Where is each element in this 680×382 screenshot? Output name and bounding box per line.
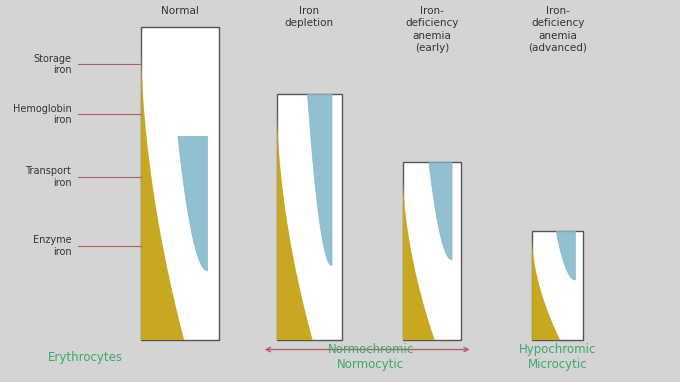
Text: Iron
depletion: Iron depletion: [285, 6, 334, 28]
Text: Hemoglobin
iron: Hemoglobin iron: [13, 104, 71, 125]
Polygon shape: [178, 136, 207, 271]
Text: Transport
iron: Transport iron: [26, 166, 71, 188]
Text: Iron-
deficiency
anemia
(early): Iron- deficiency anemia (early): [405, 6, 458, 53]
Bar: [532, 231, 583, 340]
Polygon shape: [277, 106, 313, 340]
Text: Hypochromic
Microcytic: Hypochromic Microcytic: [519, 343, 596, 371]
Text: Erythrocytes: Erythrocytes: [48, 351, 122, 364]
Bar: [277, 94, 342, 340]
Polygon shape: [403, 171, 435, 340]
Polygon shape: [307, 94, 332, 266]
Bar: [141, 27, 219, 340]
Text: Storage
iron: Storage iron: [33, 53, 71, 75]
Text: Normochromic
Normocytic: Normochromic Normocytic: [328, 343, 413, 371]
Polygon shape: [532, 236, 560, 340]
Polygon shape: [556, 231, 575, 280]
Polygon shape: [141, 42, 184, 340]
Text: Enzyme
iron: Enzyme iron: [33, 235, 71, 257]
Text: Normal: Normal: [161, 6, 199, 16]
Polygon shape: [429, 162, 452, 260]
Bar: [403, 162, 461, 340]
Text: Iron-
deficiency
anemia
(advanced): Iron- deficiency anemia (advanced): [528, 6, 587, 53]
